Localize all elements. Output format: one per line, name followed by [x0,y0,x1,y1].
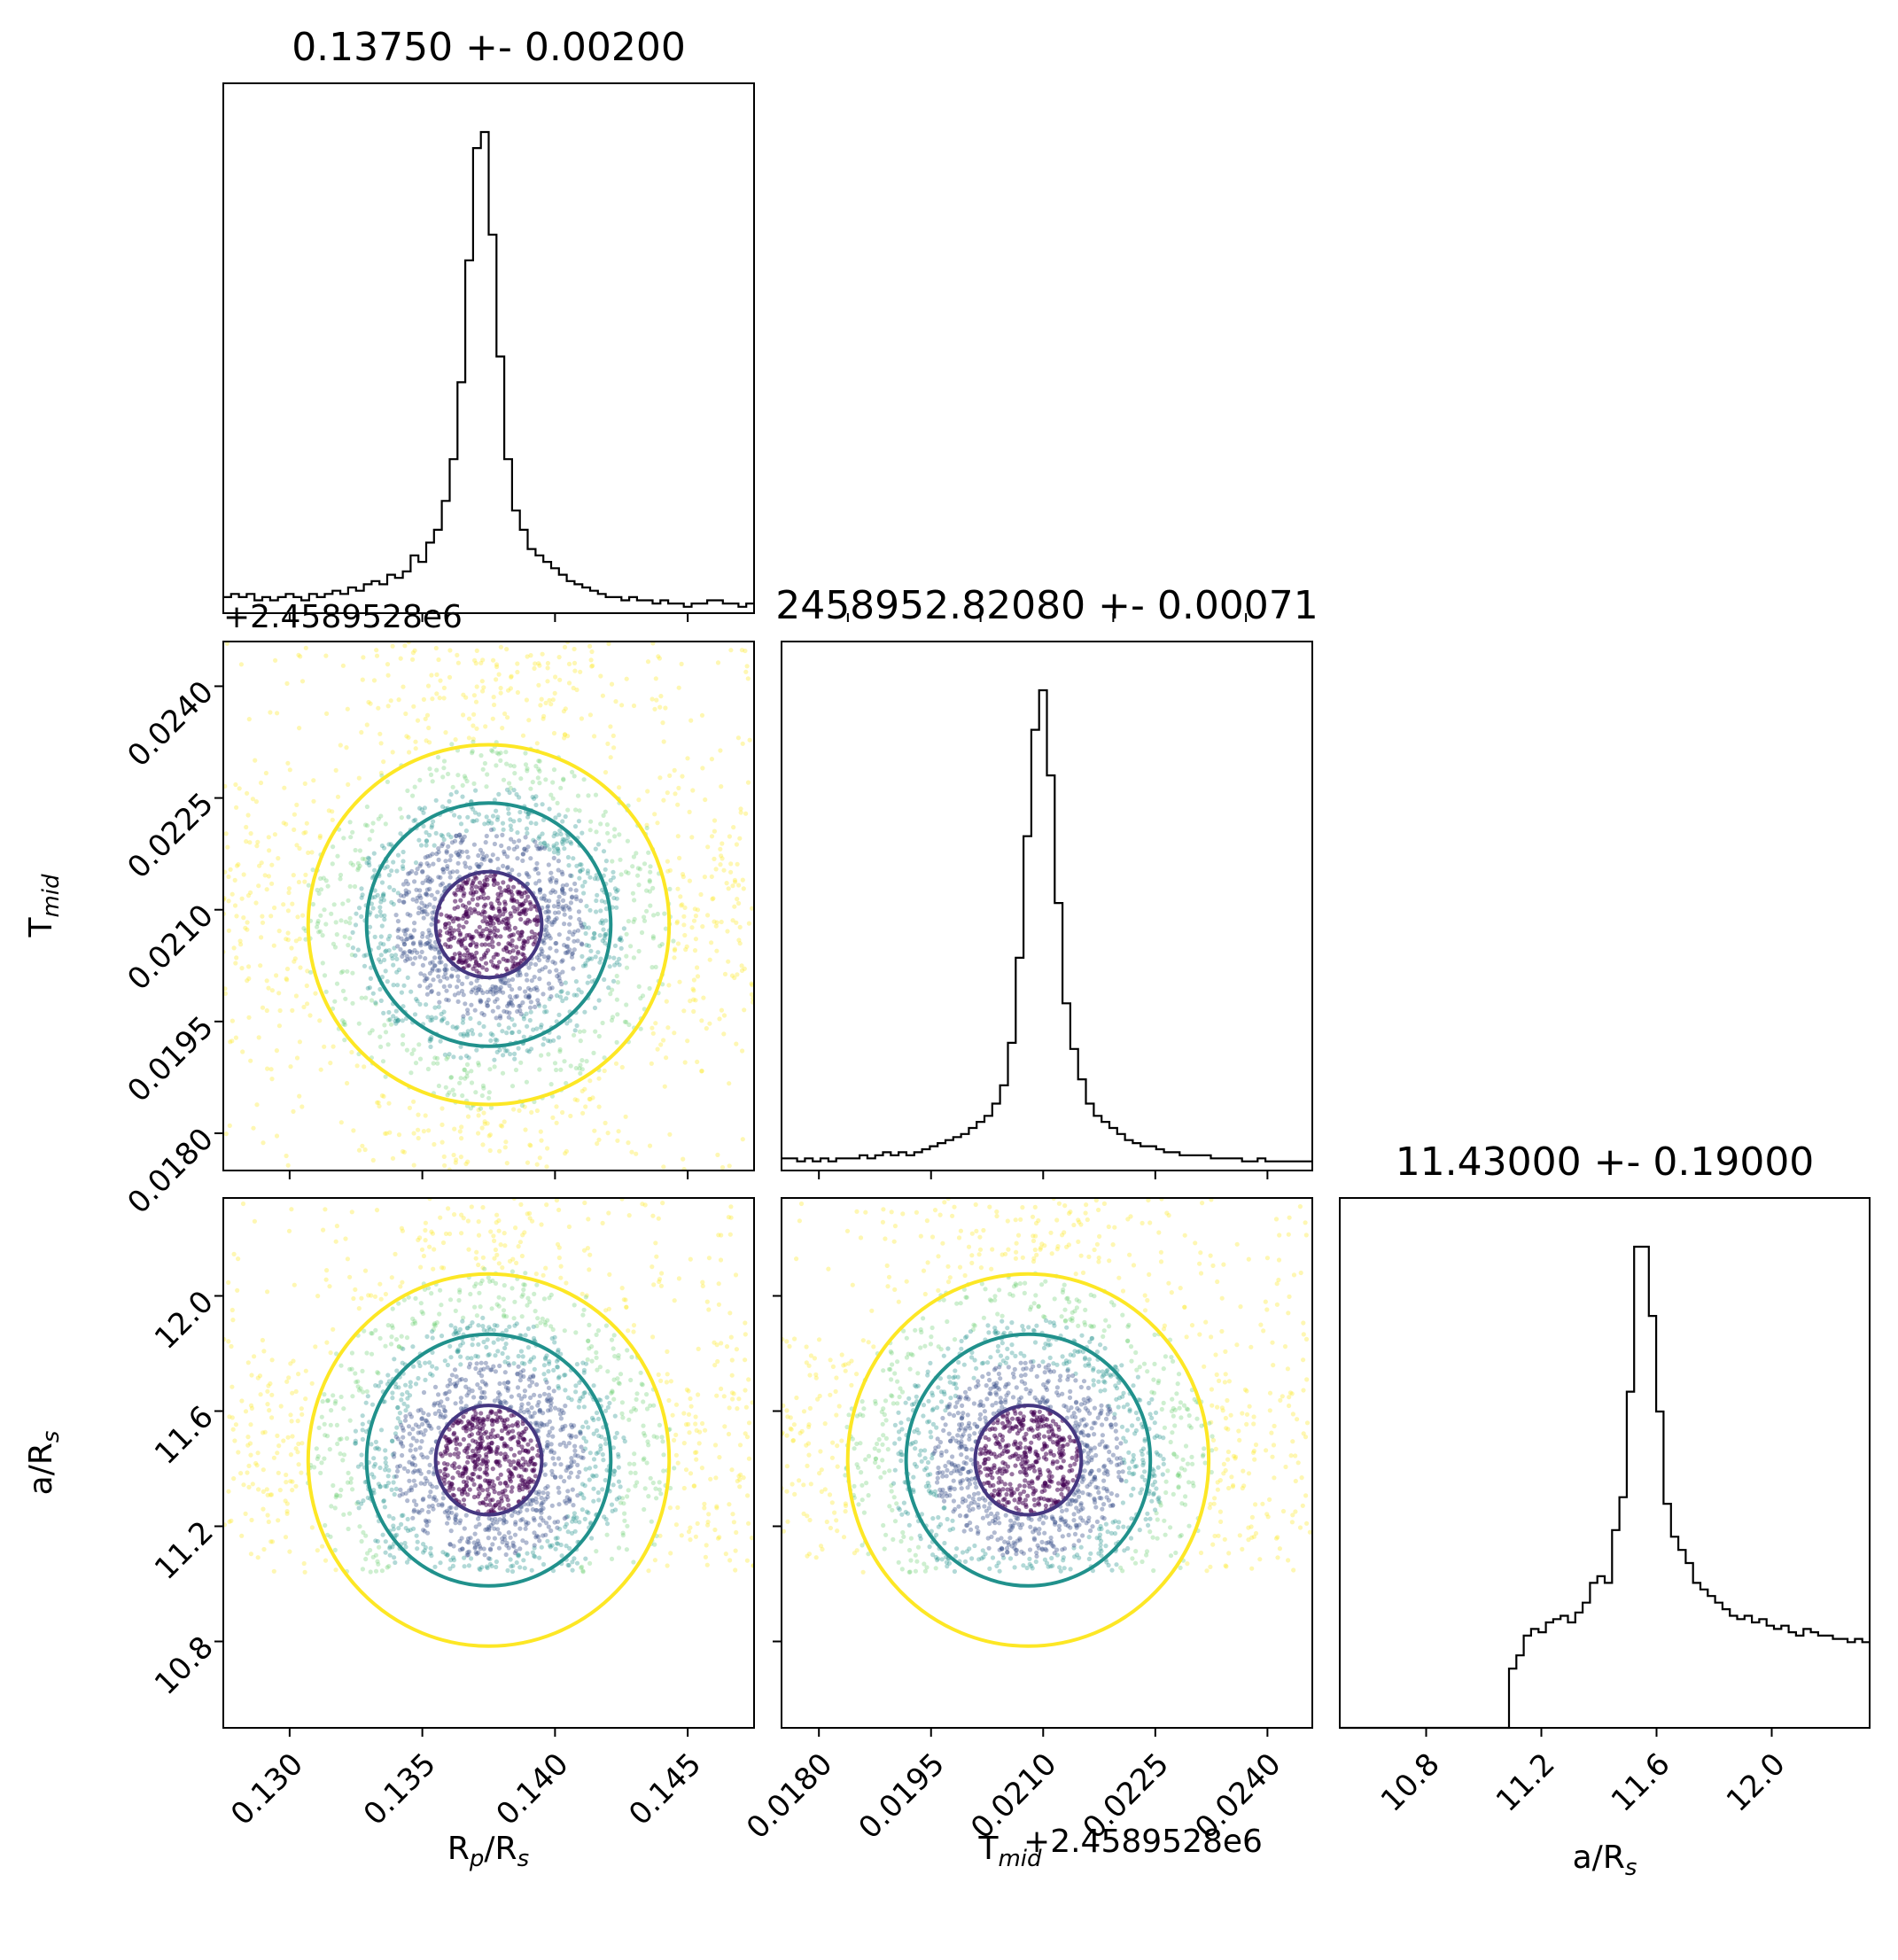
pair-panel-rp-tmid [222,641,755,1171]
x-tick-label: 11.2 [1490,1746,1562,1819]
hist-panel-tmid: 2458952.82080 +- 0.00071 [775,583,1318,1171]
hist-panel-ars: 11.43000 +- 0.19000 [1339,1139,1871,1730]
x-axis-label-tmid: Tmid [977,1831,1042,1872]
axis-label-part: s [1625,1855,1637,1881]
y-tick-label: 0.0225 [121,786,220,885]
y-tick-label: 0.0240 [121,674,220,774]
contour-3sigma [306,743,672,1107]
hist-frame-ars [1339,1197,1871,1729]
contour-1sigma [973,1404,1084,1517]
axis-label-part: T [23,917,59,938]
contour-2sigma [364,801,613,1048]
axis-label-part: a/R [23,1443,59,1495]
hist-title-tmid: 2458952.82080 +- 0.00071 [775,583,1318,628]
pair-panel-rp-ars [222,1197,755,1729]
x-tick-label: 11.6 [1605,1746,1677,1819]
axis-label-part: s [38,1431,65,1443]
y-tick-label: 0.0180 [121,1121,220,1220]
axis-label-part: a/R [1573,1839,1625,1876]
hist-title-ars: 11.43000 +- 0.19000 [1396,1139,1815,1185]
x-axis-label-ars: a/Rs [1573,1839,1637,1881]
hist-panel-rp: 0.13750 +- 0.00200 [222,25,755,614]
contour-3sigma [845,1272,1211,1648]
contour-1sigma [433,1404,544,1517]
x-tick-label: 10.8 [1374,1746,1447,1819]
x-tick-label: 0.0180 [740,1746,839,1846]
contour-2sigma [904,1332,1153,1588]
x-tick-label: 0.0195 [852,1746,952,1846]
x-tick-label: 0.135 [357,1746,443,1832]
axis-label-part: p [469,1846,485,1872]
y-tick-label: 10.8 [148,1629,221,1702]
pair-frame [222,1197,755,1729]
x-tick-label: 12.0 [1720,1746,1793,1819]
contour-3sigma [306,1272,672,1648]
axis-label-part: mid [998,1846,1042,1872]
axis-label-part: R [447,1831,470,1867]
hist-frame-tmid [781,641,1313,1171]
x-tick-label: 0.140 [489,1746,575,1832]
axis-label-part: mid [38,874,65,918]
contour-1sigma [433,869,544,980]
y-axis-label-ars: a/Rs [23,1431,65,1496]
scatter-points [782,1198,1312,1575]
axis-label-part: s [517,1846,530,1872]
contour-2sigma [364,1332,613,1588]
pair-frame [781,1197,1313,1729]
axis-label-part: T [977,1831,999,1867]
scatter-points [223,642,754,1171]
histogram-line-ars [1340,1245,1870,1730]
histogram-line-rp [223,130,754,608]
y-tick-label: 0.0210 [121,898,220,997]
x-tick-label: 0.145 [622,1746,708,1832]
x-axis-label-rp: Rp/Rs [447,1831,529,1872]
hist-title-rp: 0.13750 +- 0.00200 [292,25,686,70]
histogram-line-tmid [782,688,1312,1163]
hist-frame-rp [222,82,755,614]
scatter-points [223,1198,754,1575]
y-tick-label: 11.2 [148,1514,221,1587]
pair-panel-tmid-ars [781,1197,1313,1729]
y-tick-label: 12.0 [148,1284,221,1357]
y-tick-label: 11.6 [148,1399,221,1472]
y-offset-label: +2.4589528e6 [223,599,463,635]
y-tick-label: 0.0195 [121,1009,220,1108]
x-tick-label: 0.130 [224,1746,310,1832]
axis-label-part: /R [484,1831,517,1867]
x-offset-label: +2.4589528e6 [1023,1824,1263,1860]
pair-frame [222,641,755,1171]
y-axis-label-tmid: Tmid [23,874,65,938]
